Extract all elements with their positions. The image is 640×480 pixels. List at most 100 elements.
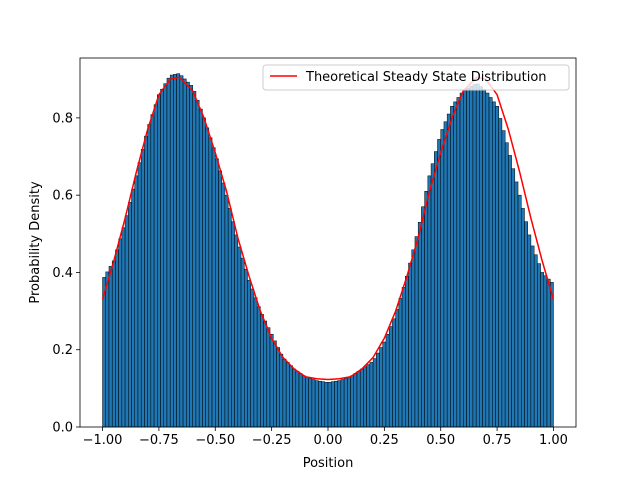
- histogram-bar: [392, 318, 396, 428]
- histogram-bar: [105, 271, 110, 428]
- histogram-bar: [517, 194, 522, 428]
- histogram-bar: [157, 94, 161, 428]
- histogram-bar: [111, 260, 116, 428]
- histogram-bar: [140, 149, 145, 428]
- histogram-bar: [488, 97, 493, 428]
- histogram-bar: [153, 104, 158, 428]
- y-tick-label: 0.4: [52, 266, 73, 281]
- histogram-bar: [479, 86, 483, 428]
- histogram-bar: [318, 380, 322, 428]
- histogram-bar: [369, 362, 374, 428]
- histogram-bar: [388, 326, 393, 428]
- histogram-bar: [450, 106, 454, 428]
- histogram-bar: [385, 334, 390, 428]
- histogram-bar: [495, 106, 499, 428]
- histogram-bar: [282, 358, 287, 428]
- histogram-bar: [372, 358, 377, 428]
- histogram-bar: [147, 124, 152, 428]
- histogram-bar: [437, 139, 441, 428]
- x-tick-label: −0.50: [195, 433, 235, 448]
- y-axis-label: Probability Density: [28, 181, 43, 304]
- histogram-bar: [408, 262, 412, 428]
- histogram-bar: [305, 377, 309, 428]
- histogram-bar: [543, 275, 548, 428]
- histogram-bar: [524, 221, 528, 428]
- histogram-bar: [514, 181, 519, 428]
- histogram-bar: [137, 162, 142, 428]
- histogram-bar: [379, 347, 384, 428]
- histogram-bar: [459, 92, 464, 428]
- histogram-bar: [202, 117, 206, 428]
- histogram-bar: [301, 375, 306, 428]
- histogram-bar: [298, 373, 303, 428]
- x-tick-label: −0.75: [139, 433, 179, 448]
- histogram-bar: [340, 379, 345, 428]
- x-tick-label: 1.00: [539, 433, 568, 448]
- histogram-bar: [218, 170, 222, 428]
- histogram-bar: [343, 378, 348, 428]
- histogram-bar: [350, 375, 355, 428]
- histogram-bar: [347, 377, 351, 428]
- histogram-bar: [443, 121, 448, 428]
- x-tick-label: 0.25: [370, 433, 399, 448]
- histogram-bar: [163, 83, 168, 428]
- histogram-bar: [227, 208, 232, 428]
- histogram-bar: [411, 249, 416, 428]
- histogram-bar: [285, 362, 290, 428]
- histogram-bar: [234, 234, 239, 428]
- histogram-bar: [128, 202, 132, 428]
- histogram-bar: [173, 74, 177, 428]
- histogram-bar: [511, 168, 516, 428]
- histogram-bar: [492, 101, 496, 428]
- histogram-bar: [533, 254, 538, 428]
- y-tick-label: 0.8: [52, 111, 73, 126]
- histogram-bar: [121, 227, 126, 428]
- y-tick-label: 0.6: [52, 189, 73, 204]
- histogram-bar: [182, 78, 187, 428]
- legend: Theoretical Steady State Distribution: [262, 64, 570, 91]
- histogram-bar: [150, 114, 155, 428]
- histogram-bar: [179, 75, 184, 428]
- histogram-bar: [446, 113, 451, 428]
- histogram-bar: [353, 373, 358, 428]
- histogram-bar: [176, 73, 181, 428]
- histogram-bar: [198, 108, 203, 428]
- histogram-bar: [401, 287, 406, 428]
- y-tick-label: 0.2: [52, 343, 73, 358]
- histogram-bar: [215, 158, 219, 428]
- histogram-bar: [549, 282, 554, 428]
- legend-label: Theoretical Steady State Distribution: [305, 70, 547, 85]
- histogram-bar: [376, 352, 380, 428]
- histogram-bar: [221, 182, 226, 428]
- histogram-bar: [508, 155, 512, 428]
- histogram-bar: [540, 272, 545, 428]
- histogram-bars: [102, 73, 554, 428]
- histogram-bar: [166, 77, 171, 428]
- histogram-bar: [308, 378, 313, 428]
- histogram-bar: [395, 309, 400, 428]
- histogram-bar: [530, 245, 535, 428]
- histogram-bar: [469, 85, 474, 428]
- histogram-bar: [537, 263, 541, 428]
- histogram-bar: [427, 175, 432, 428]
- histogram-bar: [382, 341, 387, 428]
- histogram-bar: [527, 234, 532, 428]
- histogram-bar: [169, 74, 174, 428]
- x-tick-label: 0.00: [314, 433, 343, 448]
- histogram-bar: [430, 163, 435, 428]
- histogram-bar: [208, 137, 213, 428]
- histogram-bar: [231, 221, 235, 428]
- histogram-bar: [356, 370, 361, 428]
- x-tick-label: 0.75: [483, 433, 512, 448]
- histogram-bar: [321, 381, 326, 428]
- histogram-bar: [144, 135, 148, 428]
- histogram-bar: [211, 147, 216, 428]
- histogram-bar: [102, 277, 107, 428]
- histogram-bar: [292, 368, 297, 428]
- histogram-bar: [134, 175, 139, 428]
- histogram-bar: [456, 97, 461, 428]
- x-axis-label: Position: [303, 456, 354, 471]
- histogram-bar: [501, 130, 506, 428]
- histogram-bar: [398, 298, 403, 428]
